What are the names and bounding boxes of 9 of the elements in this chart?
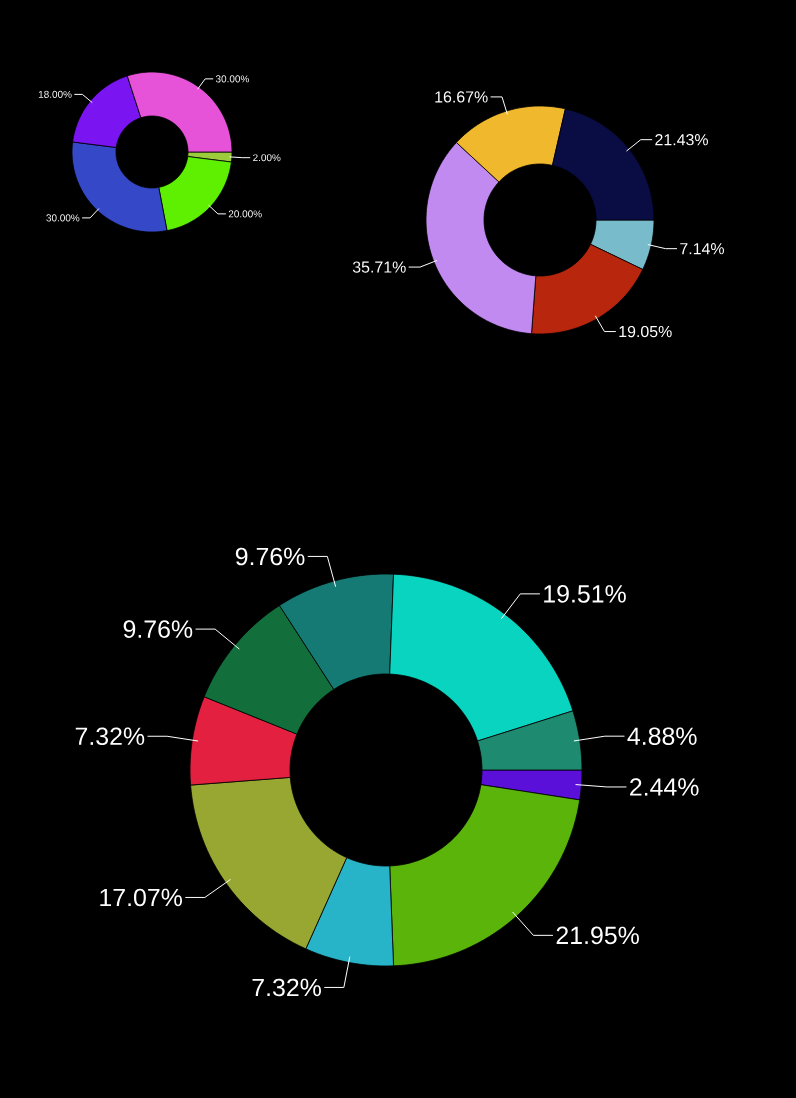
data-label: 9.76% [235,547,305,566]
data-label: 2.44% [630,778,699,796]
data-label: 7.32% [252,978,321,997]
data-label: 9.76% [123,620,193,638]
data-label: 4.88% [627,727,697,746]
data-label: 21.95% [556,926,639,945]
data-label: 17.07% [100,888,182,907]
data-label: 19.51% [544,585,626,603]
data-label: 7.32% [75,727,145,746]
